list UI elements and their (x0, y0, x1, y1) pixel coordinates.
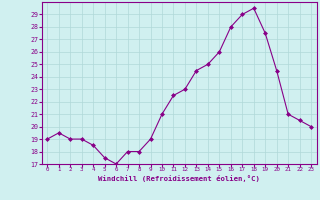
X-axis label: Windchill (Refroidissement éolien,°C): Windchill (Refroidissement éolien,°C) (98, 175, 260, 182)
